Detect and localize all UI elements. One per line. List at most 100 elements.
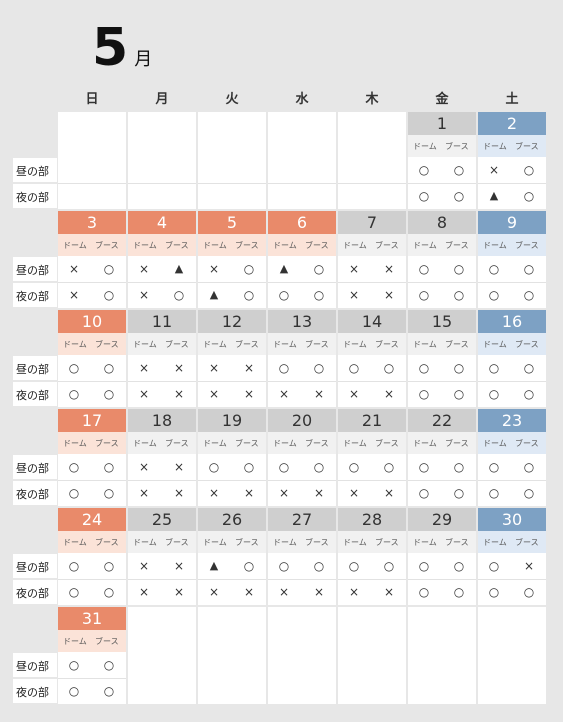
row-divider [128, 282, 196, 283]
row-divider [268, 579, 336, 580]
night-booth-availability: ○ [523, 585, 535, 599]
calendar-day-cell[interactable]: 25 ドーム ブース × × × × [128, 508, 196, 605]
calendar-day-cell[interactable]: 20 ドーム ブース ○ ○ × × [268, 409, 336, 506]
calendar-day-cell[interactable]: 8 ドーム ブース ○ ○ ○ ○ [408, 211, 476, 308]
day-booth-availability: ○ [103, 658, 115, 672]
day-dome-availability: × [488, 163, 500, 177]
night-booth-availability: ○ [453, 288, 465, 302]
booth-label: ブース [515, 142, 539, 151]
date-number: 21 [338, 409, 406, 432]
night-dome-availability: × [348, 486, 360, 500]
column-labels: ドーム ブース [338, 333, 406, 355]
row-label-night: 夜の部 [16, 486, 49, 502]
row-divider [58, 183, 126, 184]
date-number: 23 [478, 409, 546, 432]
column-labels: ドーム ブース [58, 531, 126, 553]
calendar-day-cell[interactable]: 24 ドーム ブース ○ ○ ○ ○ [58, 508, 126, 605]
day-booth-availability: × [523, 559, 535, 573]
booth-label: ブース [95, 241, 119, 250]
booth-label: ブース [445, 142, 469, 151]
night-booth-availability: × [383, 387, 395, 401]
calendar-day-cell[interactable]: 28 ドーム ブース ○ ○ × × [338, 508, 406, 605]
row-divider [198, 282, 266, 283]
night-booth-availability: × [313, 585, 325, 599]
calendar-day-cell[interactable]: 15 ドーム ブース ○ ○ ○ ○ [408, 310, 476, 407]
day-dome-availability: ○ [68, 361, 80, 375]
dome-label: ドーム [63, 439, 87, 448]
column-labels: ドーム ブース [198, 432, 266, 454]
calendar-day-cell[interactable]: 9 ドーム ブース ○ ○ ○ ○ [478, 211, 546, 308]
dome-label: ドーム [413, 439, 437, 448]
calendar-day-cell[interactable]: 22 ドーム ブース ○ ○ ○ ○ [408, 409, 476, 506]
column-labels: ドーム ブース [198, 531, 266, 553]
booth-label: ブース [305, 538, 329, 547]
calendar-day-cell[interactable]: 4 ドーム ブース × ▲ × ○ [128, 211, 196, 308]
day-dome-availability: × [208, 361, 220, 375]
calendar-day-cell[interactable]: 1 ドーム ブース ○ ○ ○ ○ [408, 112, 476, 209]
night-dome-availability: × [278, 387, 290, 401]
date-number: 9 [478, 211, 546, 234]
night-dome-availability: ○ [488, 585, 500, 599]
day-dome-availability: × [138, 559, 150, 573]
booth-label: ブース [165, 439, 189, 448]
calendar-day-cell[interactable]: 11 ドーム ブース × × × × [128, 310, 196, 407]
calendar-day-cell[interactable]: 16 ドーム ブース ○ ○ ○ ○ [478, 310, 546, 407]
calendar-day-cell[interactable]: 17 ドーム ブース ○ ○ ○ ○ [58, 409, 126, 506]
night-dome-availability: ○ [68, 486, 80, 500]
column-labels: ドーム ブース [268, 333, 336, 355]
weekday-header: 土 [505, 92, 519, 107]
calendar-day-cell[interactable]: 5 ドーム ブース × ○ ▲ ○ [198, 211, 266, 308]
calendar-day-cell[interactable]: 30 ドーム ブース ○ × ○ ○ [478, 508, 546, 605]
night-dome-availability: × [208, 486, 220, 500]
calendar-day-cell[interactable]: 3 ドーム ブース × ○ × ○ [58, 211, 126, 308]
date-number: 26 [198, 508, 266, 531]
day-dome-availability: ▲ [279, 262, 289, 275]
booth-label: ブース [95, 538, 119, 547]
dome-label: ドーム [203, 340, 227, 349]
date-number: 27 [268, 508, 336, 531]
calendar-day-cell[interactable]: 18 ドーム ブース × × × × [128, 409, 196, 506]
day-booth-availability: ○ [453, 361, 465, 375]
booth-label: ブース [375, 538, 399, 547]
day-dome-availability: × [348, 262, 360, 276]
dome-label: ドーム [343, 340, 367, 349]
day-dome-availability: ○ [348, 559, 360, 573]
column-labels: ドーム ブース [198, 234, 266, 256]
dome-label: ドーム [343, 439, 367, 448]
calendar-day-cell[interactable]: 2 ドーム ブース × ○ ▲ ○ [478, 112, 546, 209]
night-dome-availability: ○ [68, 684, 80, 698]
calendar-day-cell[interactable]: 21 ドーム ブース ○ ○ × × [338, 409, 406, 506]
calendar-day-cell[interactable]: 7 ドーム ブース × × × × [338, 211, 406, 308]
column-labels: ドーム ブース [338, 234, 406, 256]
calendar-day-cell[interactable]: 19 ドーム ブース ○ ○ × × [198, 409, 266, 506]
booth-label: ブース [515, 439, 539, 448]
row-divider [128, 183, 196, 184]
night-dome-availability: × [348, 585, 360, 599]
calendar-day-cell[interactable]: 29 ドーム ブース ○ ○ ○ ○ [408, 508, 476, 605]
night-dome-availability: ○ [278, 288, 290, 302]
night-booth-availability: × [243, 585, 255, 599]
row-divider [478, 381, 546, 382]
calendar-day-cell[interactable]: 23 ドーム ブース ○ ○ ○ ○ [478, 409, 546, 506]
calendar-day-cell[interactable]: 26 ドーム ブース ▲ ○ × × [198, 508, 266, 605]
calendar-day-cell[interactable]: 31 ドーム ブース ○ ○ ○ ○ [58, 607, 126, 704]
night-booth-availability: ○ [453, 486, 465, 500]
calendar-day-cell[interactable]: 10 ドーム ブース ○ ○ ○ ○ [58, 310, 126, 407]
calendar-day-cell[interactable]: 14 ドーム ブース ○ ○ × × [338, 310, 406, 407]
calendar-day-cell[interactable]: 13 ドーム ブース ○ ○ × × [268, 310, 336, 407]
night-booth-availability: × [173, 585, 185, 599]
night-booth-availability: ○ [103, 486, 115, 500]
calendar-day-cell[interactable]: 27 ドーム ブース ○ ○ × × [268, 508, 336, 605]
row-divider [478, 183, 546, 184]
day-dome-availability: ○ [348, 460, 360, 474]
night-booth-availability: × [313, 486, 325, 500]
calendar-day-cell[interactable]: 12 ドーム ブース × × × × [198, 310, 266, 407]
day-dome-availability: ○ [488, 262, 500, 276]
night-booth-availability: × [173, 486, 185, 500]
calendar-day-cell[interactable]: 6 ドーム ブース ▲ ○ ○ ○ [268, 211, 336, 308]
dome-label: ドーム [273, 538, 297, 547]
day-booth-availability: ○ [453, 163, 465, 177]
dome-label: ドーム [133, 538, 157, 547]
dome-label: ドーム [483, 142, 507, 151]
